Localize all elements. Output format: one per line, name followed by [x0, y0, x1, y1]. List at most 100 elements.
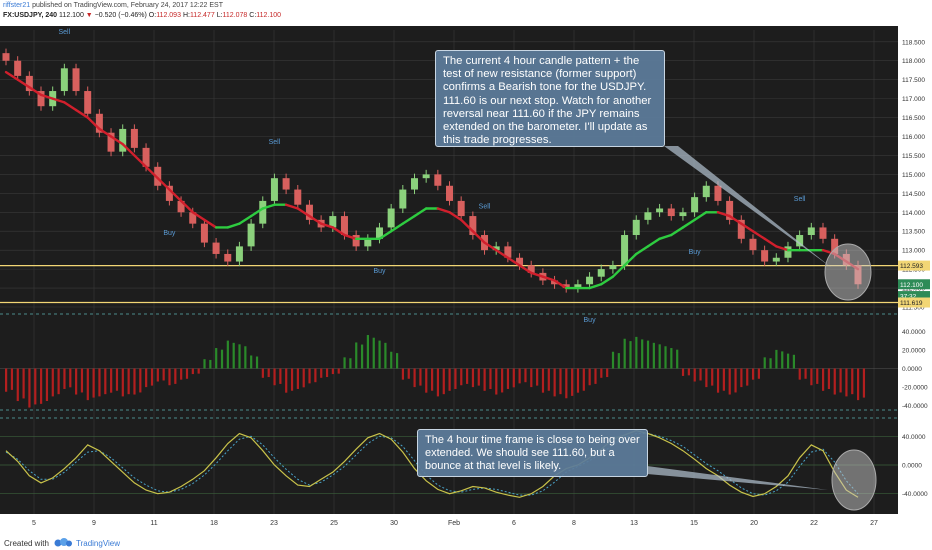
ma-segment [109, 135, 124, 146]
y-tick-label: 114.500 [902, 191, 925, 198]
ma-segment [261, 203, 276, 210]
signal-label: Buy [689, 249, 702, 256]
x-tick-label: 15 [690, 520, 698, 527]
hist-bar [652, 342, 655, 369]
ma-segment [238, 214, 253, 225]
ma-segment [658, 233, 673, 241]
ma-segment [284, 203, 299, 210]
candle-body [364, 238, 372, 247]
candle-body [621, 235, 629, 266]
hist-bar [798, 368, 801, 380]
hist-tick-label: 20.0000 [902, 347, 926, 354]
candle-body [142, 147, 150, 167]
last-price: 112.100 [59, 12, 84, 19]
y-tick-label: 113.000 [902, 248, 925, 255]
hist-bar [395, 353, 399, 369]
hist-bar [320, 368, 323, 378]
candle-body [60, 68, 68, 92]
hist-bar [378, 340, 381, 369]
open-value: 112.093 [156, 12, 181, 19]
price-callout[interactable]: The current 4 hour candle pattern + the … [435, 50, 665, 147]
author-link[interactable]: riffster21 [3, 2, 31, 9]
candle-body [130, 128, 138, 148]
close-label: C: [249, 12, 257, 19]
hist-bar [751, 368, 755, 380]
oscillator-callout[interactable]: The 4 hour time frame is close to being … [417, 429, 648, 477]
symbol-label: FX:USDJPY, 240 [3, 12, 58, 19]
ma-segment [646, 237, 661, 248]
hist-bar [10, 368, 14, 390]
ma-segment [4, 70, 19, 81]
candle-body [340, 216, 348, 236]
candle-body [796, 235, 804, 247]
candle-body [224, 253, 232, 262]
hist-bar [769, 358, 772, 369]
hist-bar [261, 368, 264, 378]
hist-bar [127, 368, 130, 395]
signal-label: Buy [373, 268, 386, 275]
hist-bar [162, 368, 165, 381]
ma-segment [681, 218, 696, 229]
hist-bar [792, 354, 796, 369]
y-tick-label: 115.000 [902, 172, 925, 179]
candle-body [702, 185, 710, 198]
ma-segment [635, 245, 650, 256]
x-tick-label: 8 [572, 520, 576, 527]
tradingview-link[interactable]: TradingView [76, 539, 121, 548]
price-label-bg [898, 297, 930, 308]
hist-bar [576, 368, 580, 393]
hist-bar [174, 368, 177, 384]
candle-body [14, 60, 22, 76]
hist-bar [442, 368, 445, 395]
hist-bar [22, 368, 25, 399]
hist-bar [763, 357, 766, 369]
hist-bar [553, 368, 556, 397]
time-axis-background [0, 514, 932, 536]
hist-bar [133, 368, 136, 395]
candle-body [37, 91, 45, 107]
chart-header: riffster21 published on TradingView.com,… [0, 0, 932, 26]
ma-segment [133, 154, 148, 169]
candle-body [387, 208, 395, 228]
candle-body [329, 216, 337, 228]
x-tick-label: 9 [92, 520, 96, 527]
osc-tick-label: 40.0000 [902, 434, 926, 441]
ma-segment [378, 230, 393, 241]
x-tick-label: 23 [270, 520, 278, 527]
price-label: 37:32 [900, 294, 917, 301]
hist-bar [757, 368, 760, 379]
hist-bar [92, 368, 95, 398]
hist-bar [594, 368, 597, 384]
osc-tick-label: 0.0000 [902, 463, 922, 470]
ma-segment [331, 226, 346, 237]
signal-label: Sell [794, 196, 806, 203]
hist-bar [810, 368, 813, 386]
hist-bar [565, 368, 568, 399]
ma-segment [401, 214, 416, 225]
hist-bar [250, 355, 253, 369]
x-tick-label: 27 [870, 520, 878, 527]
price-label: 111.619 [900, 300, 923, 307]
x-tick-label: Feb [448, 520, 460, 527]
hist-bar [296, 368, 299, 389]
hist-bar [518, 368, 521, 384]
hist-bar [582, 368, 585, 391]
candle-body [574, 284, 582, 289]
hist-bar [693, 368, 696, 382]
price-label-bg [898, 260, 930, 271]
hist-bar [337, 368, 340, 374]
down-arrow-icon: ▼ [85, 12, 93, 19]
candle-body [189, 212, 197, 224]
candle-body [200, 223, 208, 243]
hist-bar [816, 368, 819, 384]
hist-bar [536, 368, 539, 386]
hist-bar [629, 341, 632, 369]
ma-segment [740, 222, 755, 233]
candle-body [457, 200, 465, 217]
hist-bar [571, 368, 574, 396]
candle-body [656, 208, 664, 213]
hist-bar [80, 368, 84, 393]
ma-segment [506, 256, 521, 267]
price-label-bg [898, 279, 930, 290]
hist-bar [436, 368, 440, 397]
